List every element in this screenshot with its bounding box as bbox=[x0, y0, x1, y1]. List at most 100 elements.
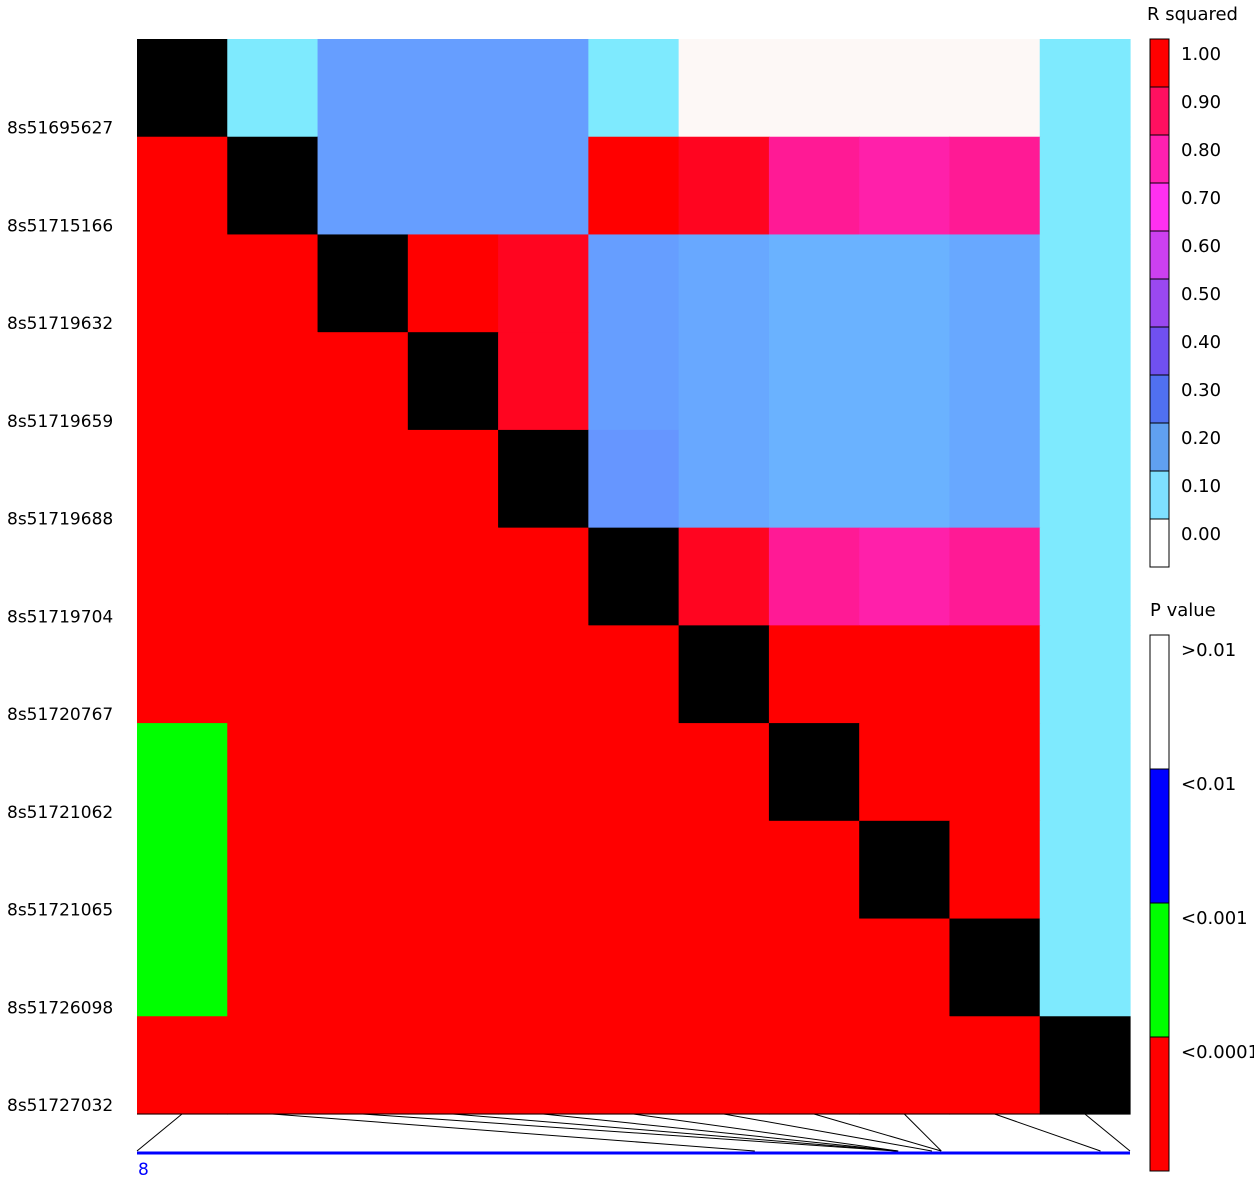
p-value-legend-label: <0.001 bbox=[1181, 908, 1248, 929]
diagonal-cell bbox=[1039, 1016, 1131, 1115]
r-squared-cell bbox=[949, 136, 1041, 236]
r-squared-legend-swatch bbox=[1149, 86, 1170, 136]
p-value-cell bbox=[407, 723, 499, 822]
r-squared-legend-tick: 0.70 bbox=[1181, 188, 1221, 209]
p-value-cell bbox=[498, 1016, 589, 1115]
p-value-legend-label: <0.0001 bbox=[1181, 1042, 1254, 1063]
p-value-legend-label: >0.01 bbox=[1181, 640, 1236, 661]
p-value-cell bbox=[949, 1016, 1041, 1115]
p-value-cell bbox=[407, 918, 499, 1017]
p-value-cell bbox=[768, 820, 860, 920]
r-squared-cell bbox=[949, 39, 1041, 138]
r-squared-cell bbox=[859, 527, 951, 626]
p-value-cell bbox=[137, 234, 228, 333]
position-connector bbox=[633, 1113, 899, 1152]
diagonal-cell bbox=[498, 429, 589, 529]
r-squared-cell bbox=[678, 234, 770, 333]
p-value-cell bbox=[137, 723, 228, 822]
r-squared-cell bbox=[1039, 820, 1131, 920]
p-value-cell bbox=[317, 332, 409, 431]
r-squared-cell bbox=[498, 234, 589, 333]
diagonal-cell bbox=[407, 332, 499, 431]
marker-label: 8s51719659 bbox=[7, 412, 113, 432]
position-connector bbox=[136, 1113, 183, 1152]
r-squared-cell bbox=[859, 136, 951, 236]
r-squared-cell bbox=[949, 429, 1041, 529]
p-value-cell bbox=[227, 332, 319, 431]
r-squared-cell bbox=[588, 332, 680, 431]
p-value-legend-label: <0.01 bbox=[1181, 774, 1236, 795]
diagonal-cell bbox=[678, 625, 770, 724]
r-squared-cell bbox=[768, 332, 860, 431]
p-value-cell bbox=[859, 1016, 951, 1115]
diagonal-cell bbox=[949, 918, 1041, 1017]
p-value-cell bbox=[588, 625, 680, 724]
r-squared-cell bbox=[678, 136, 770, 236]
r-squared-cell bbox=[949, 234, 1041, 333]
r-squared-cell bbox=[768, 527, 860, 626]
r-squared-cell bbox=[498, 332, 589, 431]
r-squared-legend-title: R squared bbox=[1147, 4, 1238, 25]
r-squared-cell bbox=[949, 723, 1041, 822]
p-value-legend-swatch bbox=[1149, 1036, 1170, 1172]
r-squared-cell bbox=[1039, 332, 1131, 431]
r-squared-cell bbox=[949, 332, 1041, 431]
r-squared-cell bbox=[1039, 625, 1131, 724]
p-value-cell bbox=[137, 918, 228, 1017]
marker-label: 8s51720767 bbox=[7, 705, 113, 725]
r-squared-cell bbox=[949, 625, 1041, 724]
position-connector bbox=[452, 1113, 897, 1152]
p-value-cell bbox=[317, 527, 409, 626]
p-value-cell bbox=[317, 1016, 409, 1115]
marker-label: 8s51721062 bbox=[7, 803, 113, 823]
r-squared-cell bbox=[1039, 234, 1131, 333]
r-squared-cell bbox=[588, 429, 680, 529]
r-squared-cell bbox=[949, 820, 1041, 920]
p-value-cell bbox=[137, 527, 228, 626]
r-squared-legend-tick: 0.30 bbox=[1181, 380, 1221, 401]
p-value-cell bbox=[317, 820, 409, 920]
position-connector bbox=[903, 1113, 942, 1152]
r-squared-cell bbox=[1039, 39, 1131, 138]
r-squared-cell bbox=[407, 234, 499, 333]
r-squared-cell bbox=[1039, 918, 1131, 1017]
position-connector bbox=[813, 1113, 942, 1152]
p-value-cell bbox=[498, 527, 589, 626]
p-value-cell bbox=[768, 918, 860, 1017]
position-connector bbox=[543, 1113, 898, 1152]
p-value-cell bbox=[588, 1016, 680, 1115]
marker-label: 8s51695627 bbox=[7, 119, 113, 139]
r-squared-legend-swatch bbox=[1149, 326, 1170, 376]
p-value-legend-swatch bbox=[1149, 902, 1170, 1038]
p-value-legend: >0.01 <0.01 <0.001 <0.0001 bbox=[1149, 634, 1254, 1172]
r-squared-legend-swatch bbox=[1149, 230, 1170, 280]
r-squared-cell bbox=[1039, 429, 1131, 529]
marker-label: 8s51721065 bbox=[7, 901, 113, 921]
marker-label: 8s51727032 bbox=[7, 1096, 113, 1116]
diagonal-cell bbox=[227, 136, 319, 236]
r-squared-legend-swatch bbox=[1149, 134, 1170, 184]
r-squared-cell bbox=[588, 234, 680, 333]
p-value-cell bbox=[678, 1016, 770, 1115]
diagonal-cell bbox=[859, 820, 951, 920]
r-squared-cell bbox=[678, 527, 770, 626]
r-squared-cell bbox=[768, 234, 860, 333]
p-value-cell bbox=[498, 918, 589, 1017]
p-value-legend-title: P value bbox=[1150, 600, 1216, 621]
r-squared-cell bbox=[859, 332, 951, 431]
p-value-cell bbox=[588, 723, 680, 822]
marker-label: 8s51726098 bbox=[7, 998, 113, 1018]
r-squared-legend-tick: 1.00 bbox=[1181, 44, 1221, 65]
p-value-cell bbox=[227, 723, 319, 822]
r-squared-legend-swatch bbox=[1149, 182, 1170, 232]
p-value-cell bbox=[498, 625, 589, 724]
r-squared-cell bbox=[768, 39, 860, 138]
p-value-cell bbox=[137, 429, 228, 529]
r-squared-legend-swatch bbox=[1149, 518, 1170, 568]
r-squared-cell bbox=[498, 39, 589, 138]
r-squared-legend-tick: 0.60 bbox=[1181, 236, 1221, 257]
r-squared-cell bbox=[317, 39, 409, 138]
diagonal-cell bbox=[768, 723, 860, 822]
p-value-cell bbox=[498, 820, 589, 920]
